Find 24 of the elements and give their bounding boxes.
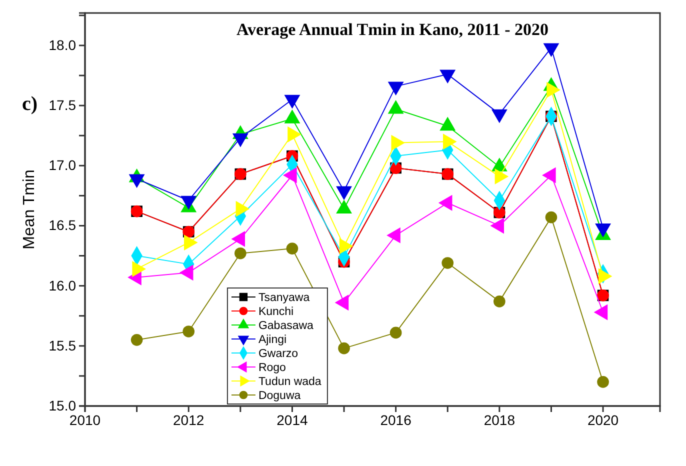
- x-tick-label: 2018: [484, 412, 516, 428]
- y-tick-label: 15.5: [48, 337, 76, 354]
- x-tick-label: 2020: [587, 412, 619, 428]
- legend-label: Gwarzo: [258, 348, 298, 360]
- y-axis-title: Mean Tmin: [21, 170, 38, 250]
- x-tick-label: 2012: [173, 412, 204, 428]
- legend-label: Doguwa: [258, 390, 302, 402]
- y-tick-label: 16.0: [48, 277, 76, 294]
- y-tick-label: 15.0: [48, 397, 76, 414]
- x-tick-label: 2014: [276, 412, 308, 428]
- legend-label: Tudun wada: [258, 376, 322, 388]
- legend-label: Kunchi: [258, 306, 294, 318]
- legend-label: Rogo: [258, 362, 286, 374]
- legend-label: Gabasawa: [258, 320, 314, 332]
- y-tick-label: 17.0: [48, 157, 76, 174]
- y-tick-label: 16.5: [48, 217, 76, 234]
- text: c): [22, 93, 38, 115]
- y-tick-label: 17.5: [48, 97, 76, 114]
- chart-title: Average Annual Tmin in Kano, 2011 - 2020: [236, 20, 549, 39]
- legend-label: Ajingi: [258, 334, 287, 346]
- x-tick-label: 2016: [380, 412, 412, 428]
- x-tick-label: 2010: [69, 412, 101, 428]
- y-tick-label: 18.0: [48, 36, 76, 53]
- legend-label: Tsanyawa: [258, 292, 310, 304]
